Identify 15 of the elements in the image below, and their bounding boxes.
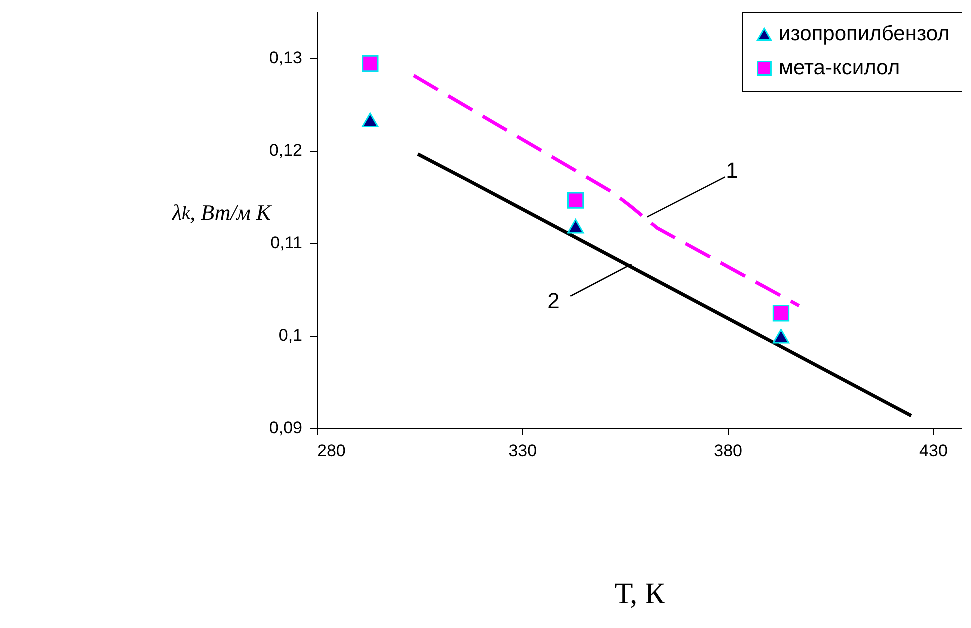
y-tick-label: 0,09 <box>269 418 302 438</box>
line-series <box>412 74 802 308</box>
x-tick-label: 430 <box>920 442 948 460</box>
y-tick-label: 0,11 <box>270 234 302 253</box>
y-tick-label: 0,12 <box>269 141 302 160</box>
x-tick-label: 380 <box>714 442 743 460</box>
legend-label: изопропилбензол <box>779 22 950 46</box>
annotation: 1 <box>726 158 738 184</box>
y-tick-label: 0,1 <box>278 326 302 346</box>
x-tick-label: 330 <box>508 442 538 460</box>
x-tick-label: 280 <box>318 442 346 460</box>
y-tick-label: 0,13 <box>269 48 302 68</box>
x-axis-title: Т, К <box>614 578 666 610</box>
legend-label: мета-ксилол <box>779 56 900 80</box>
annotation: 2 <box>548 288 560 314</box>
